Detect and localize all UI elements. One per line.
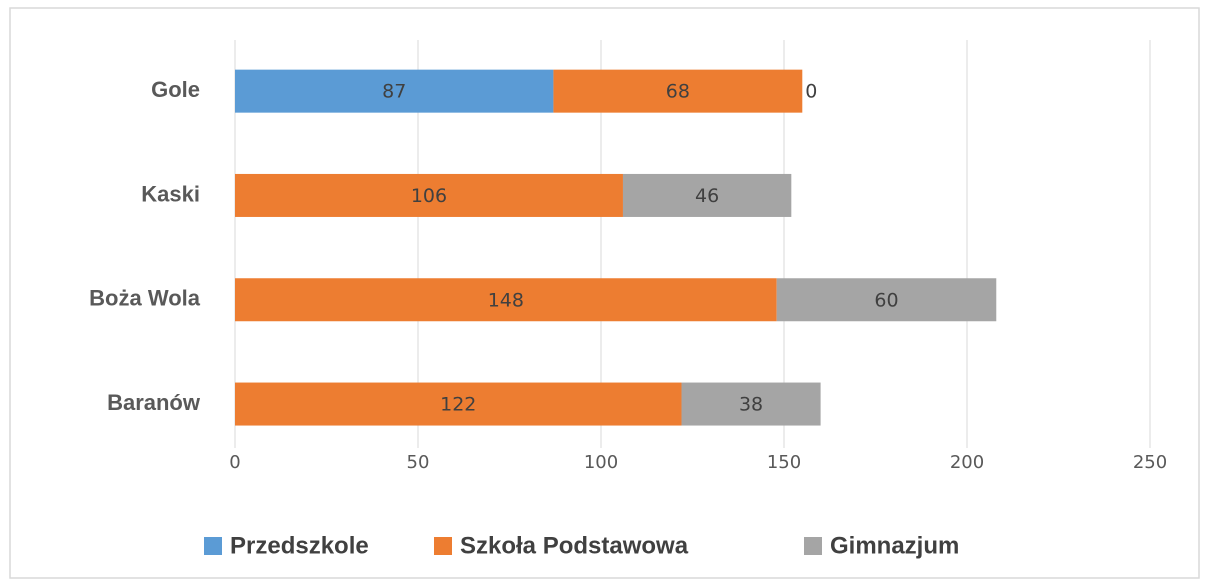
bar-segment [235, 382, 682, 426]
category-label: Boża Wola [89, 286, 201, 311]
x-tick-label: 250 [1133, 452, 1167, 473]
category-label: Kaski [141, 181, 200, 206]
data-label: 148 [488, 289, 524, 311]
legend-label: Szkoła Podstawowa [460, 532, 689, 559]
x-tick-label: 0 [229, 452, 240, 473]
category-label: Gole [151, 77, 200, 102]
data-label: 122 [440, 394, 476, 416]
x-tick-label: 200 [950, 452, 984, 473]
legend-swatch [804, 537, 822, 555]
legend-label: Przedszkole [230, 532, 369, 559]
chart-border [9, 7, 1200, 579]
bar-segment [681, 382, 821, 426]
bar-segment [553, 69, 803, 113]
legend-swatch [434, 537, 452, 555]
bar-segment [776, 278, 997, 322]
legend-label: Gimnazjum [830, 532, 959, 559]
bar-segment [235, 69, 554, 113]
x-tick-label: 100 [584, 452, 618, 473]
bar-segment [235, 173, 623, 217]
data-label: 106 [411, 185, 447, 207]
x-tick-label: 150 [767, 452, 801, 473]
x-tick-label: 50 [407, 452, 430, 473]
bar-segment [235, 278, 777, 322]
data-label: 38 [739, 394, 763, 416]
data-label: 0 [805, 81, 817, 103]
category-label: Baranów [107, 390, 201, 415]
bar-segment [622, 173, 792, 217]
data-label: 87 [382, 81, 406, 103]
data-label: 46 [695, 185, 719, 207]
data-label: 60 [874, 289, 898, 311]
data-label: 68 [666, 81, 690, 103]
legend-swatch [204, 537, 222, 555]
